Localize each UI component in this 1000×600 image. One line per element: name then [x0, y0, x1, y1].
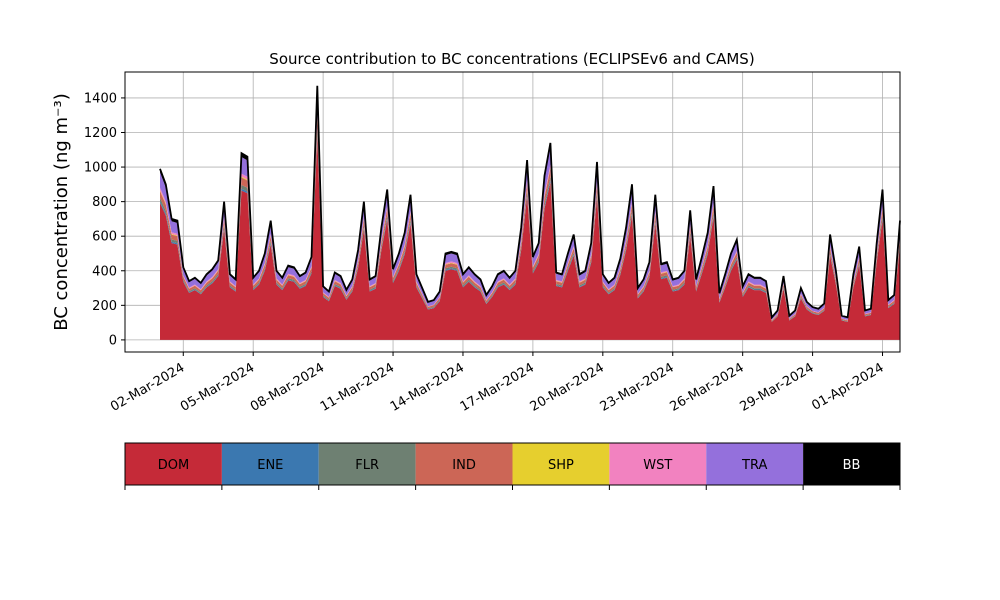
legend-swatch-dom [125, 443, 222, 485]
x-tick-label: 08-Mar-2024 [248, 360, 327, 414]
x-tick-label: 01-Apr-2024 [809, 360, 886, 413]
x-tick-label: 26-Mar-2024 [668, 360, 747, 414]
y-tick-label: 400 [92, 264, 117, 279]
x-tick-label: 14-Mar-2024 [388, 360, 467, 414]
legend: DOM ENE FLR IND SHP WST TRA BB [124, 442, 901, 490]
x-tick-label: 05-Mar-2024 [178, 360, 257, 414]
legend-label-flr: FLR [355, 458, 379, 473]
plot-frame [124, 71, 901, 353]
legend-swatch-ind [415, 443, 513, 485]
x-tick-label: 11-Mar-2024 [318, 360, 397, 414]
legend-label-dom: DOM [158, 458, 189, 473]
legend-label-wst: WST [643, 458, 672, 473]
legend-swatch-shp [512, 443, 610, 485]
legend-swatch-tra [706, 443, 804, 485]
area-dom [160, 136, 900, 340]
legend-label-bb: BB [843, 458, 861, 473]
y-tick-label: 200 [92, 299, 117, 314]
legend-label-ind: IND [452, 458, 476, 473]
y-tick-label: 600 [92, 230, 117, 245]
legend-swatch-bb [803, 443, 900, 485]
y-tick-label: 1400 [84, 91, 117, 106]
legend-swatch-wst [609, 443, 707, 485]
legend-label-shp: SHP [548, 458, 574, 473]
y-tick-label: 1200 [84, 126, 117, 141]
y-tick-label: 800 [92, 195, 117, 210]
y-axis-label: BC concentration (ng m⁻³) [51, 93, 72, 331]
legend-label-ene: ENE [257, 458, 283, 473]
x-tick-label: 23-Mar-2024 [598, 360, 677, 414]
chart-title: Source contribution to BC concentrations… [269, 50, 754, 68]
y-tick-label: 0 [109, 333, 117, 348]
legend-swatch-ene [221, 443, 319, 485]
total-line [159, 85, 901, 320]
x-tick-label: 17-Mar-2024 [458, 360, 537, 414]
y-tick-label: 1000 [84, 161, 117, 176]
legend-label-tra: TRA [741, 458, 767, 473]
legend-swatch-flr [318, 443, 416, 485]
x-tick-label: 29-Mar-2024 [737, 360, 816, 414]
x-tick-label: 20-Mar-2024 [528, 360, 607, 414]
x-tick-label: 02-Mar-2024 [108, 360, 187, 414]
plot-area: 0 200 400 600 800 1000 1200 1400 02-Mar-202405-M… [84, 71, 901, 415]
